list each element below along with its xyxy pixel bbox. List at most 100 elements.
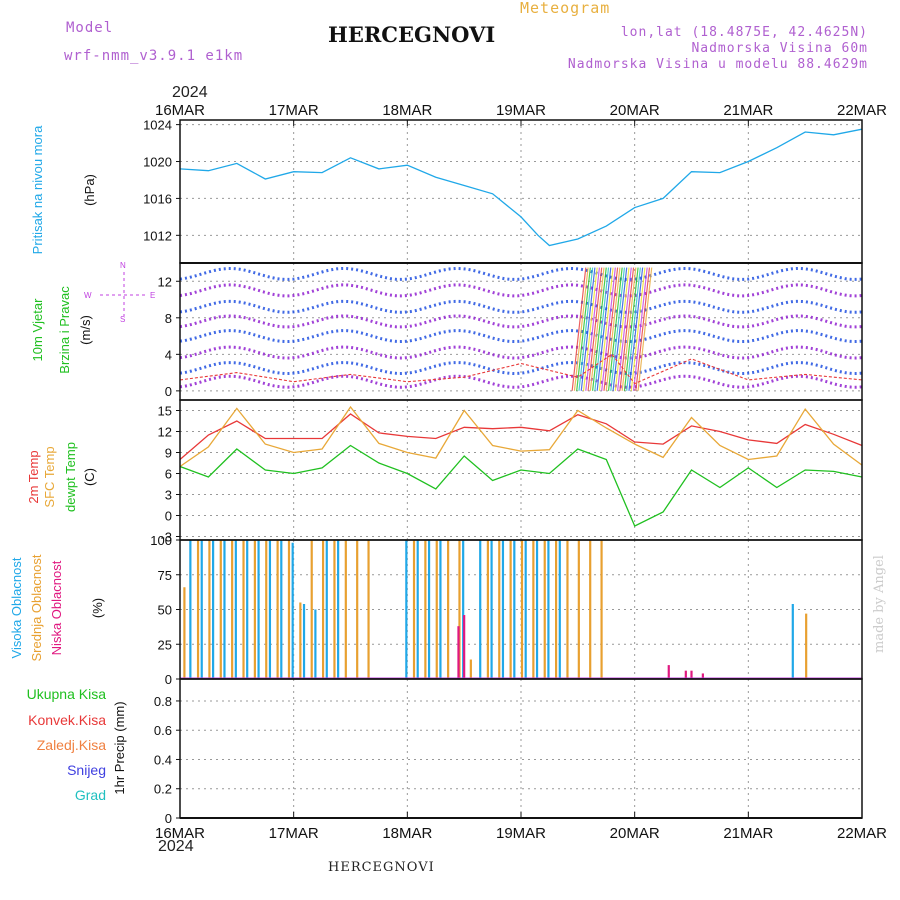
panel-frame-wind: [179, 262, 863, 401]
wind-barb: [617, 267, 632, 391]
y-tick-label-wind: 12: [158, 274, 172, 289]
x-tick-label-bottom: 19MAR: [496, 825, 546, 842]
wind-barb: [607, 267, 623, 391]
compass-n: N: [120, 261, 126, 270]
wind-band: [180, 314, 862, 329]
station-title: HERCEGNOVI: [328, 22, 496, 47]
wind-barb: [582, 267, 598, 391]
x-tick-label-bottom: 18MAR: [382, 825, 432, 842]
wind-barb: [614, 267, 630, 391]
bottom-station-title: HERCEGNOVI: [328, 860, 435, 875]
precip-label-freezing: Zaledj.Kisa: [36, 737, 106, 753]
y-tick-label-pressure: 1012: [143, 228, 172, 243]
wind-barb: [637, 267, 653, 391]
y-tick-label-temperature: 3: [165, 488, 172, 503]
wind-band: [180, 267, 862, 281]
y-tick-label-precipitation: 0: [165, 811, 172, 826]
y-tick-label-wind: 0: [165, 384, 172, 399]
wind-band: [180, 299, 862, 314]
x-tick-label-top: 21MAR: [723, 102, 773, 119]
wind-barb: [576, 267, 591, 391]
x-tick-label-bottom: 22MAR: [837, 825, 887, 842]
y-tick-label-precipitation: 0.2: [154, 782, 172, 797]
wind-barb: [589, 267, 605, 391]
year-top: 2024: [172, 84, 208, 101]
wind-barb: [605, 267, 621, 391]
y-tick-label-wind: 8: [165, 311, 172, 326]
y-tick-label-cloud: 25: [158, 637, 172, 652]
wind-speed-line: [180, 353, 862, 385]
y-tick-label-precipitation: 0.6: [154, 723, 172, 738]
y-tick-label-temperature: 12: [158, 425, 172, 440]
y-tick-label-cloud: 100: [150, 533, 172, 548]
wind-barb: [571, 267, 587, 391]
y-tick-label-temperature: 15: [158, 404, 172, 419]
precip-label-total: Ukupna Kisa: [26, 686, 106, 702]
wind-barb: [623, 267, 639, 391]
y-tick-label-wind: 4: [165, 347, 172, 362]
compass-icon: N W E S: [84, 261, 155, 324]
y-tick-label-temperature: 0: [165, 509, 172, 524]
pressure-line: [179, 128, 863, 247]
y-tick-label-pressure: 1016: [143, 191, 172, 206]
precip-label-snow: Snijeg: [67, 762, 106, 778]
temp-line-0: [179, 413, 863, 460]
x-tick-label-top: 17MAR: [269, 102, 319, 119]
wind-band: [180, 361, 862, 375]
wind-barb: [628, 267, 644, 391]
wind-barb: [594, 267, 610, 391]
meteogram-label: Meteogram: [520, 0, 611, 17]
x-tick-label-top: 16MAR: [155, 102, 205, 119]
x-tick-label-bottom: 17MAR: [269, 825, 319, 842]
y-tick-label-cloud: 75: [158, 568, 172, 583]
wind-barbs-group: [180, 267, 862, 391]
y-tick-label-pressure: 1024: [143, 118, 172, 133]
compass-e: E: [150, 291, 155, 300]
altitude-label: Nadmorska Visina 60m: [691, 41, 868, 56]
x-tick-label-bottom: 20MAR: [610, 825, 660, 842]
wind-barb: [603, 267, 619, 391]
x-tick-label-top: 19MAR: [496, 102, 546, 119]
y-tick-label-temperature: 6: [165, 467, 172, 482]
y-tick-label-temperature: -3: [160, 530, 172, 545]
wind-band: [180, 345, 862, 360]
wind-barb: [578, 267, 594, 391]
model-label: Model: [66, 20, 114, 36]
y-tick-label-precipitation: 0.8: [154, 694, 172, 709]
precip-label-convective: Konvek.Kisa: [28, 712, 106, 728]
wind-barb: [612, 267, 628, 391]
model-altitude-label: Nadmorska Visina u modelu 88.4629m: [567, 57, 868, 72]
y-tick-label-cloud: 50: [158, 603, 172, 618]
y-tick-label-temperature: 9: [165, 446, 172, 461]
wind-barb: [632, 267, 648, 391]
panel-frame-precipitation: [179, 678, 863, 819]
wind-band: [180, 329, 862, 343]
wind-barb: [635, 267, 651, 391]
y-tick-label-pressure: 1020: [143, 155, 172, 170]
lonlat-label: lon,lat (18.4875E, 42.4625N): [620, 25, 868, 40]
wind-barb: [580, 267, 596, 391]
compass-w: W: [84, 291, 92, 300]
wind-barb: [573, 267, 589, 391]
compass-s: S: [120, 315, 125, 324]
wind-band: [180, 283, 862, 298]
wind-barb: [587, 267, 603, 391]
x-tick-label-bottom: 16MAR: [155, 825, 205, 842]
wind-barb: [596, 267, 612, 391]
temp-line-2: [179, 444, 863, 527]
year-bottom: 2024: [158, 838, 194, 855]
wind-barb: [621, 267, 637, 391]
temp-line-1: [179, 405, 863, 468]
wind-barb: [592, 267, 607, 391]
wind-band: [180, 374, 862, 389]
y-tick-label-precipitation: 0.4: [154, 752, 172, 767]
wind-barb: [630, 267, 646, 391]
wind-barb: [610, 267, 626, 391]
wind-barb: [598, 267, 614, 391]
x-tick-label-top: 22MAR: [837, 102, 887, 119]
wind-barb: [626, 267, 641, 391]
x-tick-label-bottom: 21MAR: [723, 825, 773, 842]
x-tick-label-top: 20MAR: [610, 102, 660, 119]
precip-label-hail: Grad: [74, 787, 106, 803]
